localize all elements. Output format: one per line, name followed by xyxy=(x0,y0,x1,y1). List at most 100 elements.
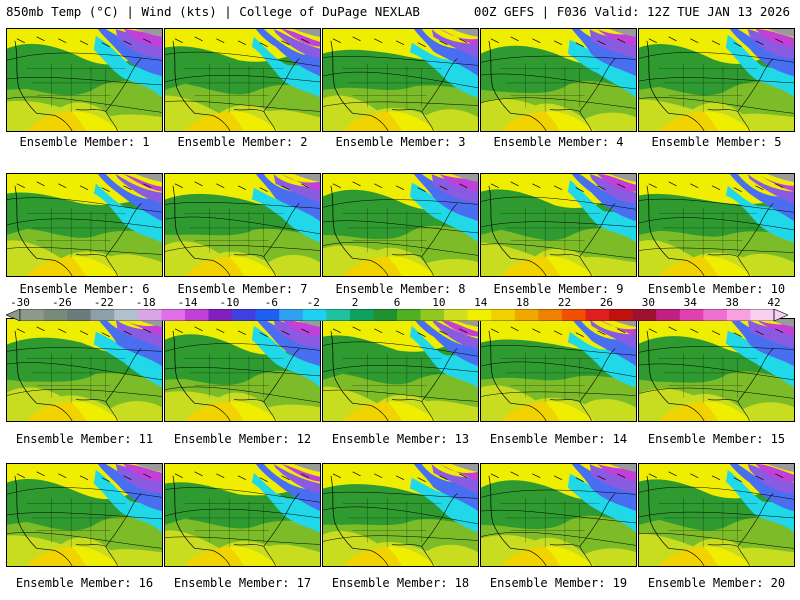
colorbar-tick-label: 26 xyxy=(599,296,614,309)
temperature-map xyxy=(323,319,478,421)
ensemble-member-label: Ensemble Member: 17 xyxy=(173,576,312,590)
ensemble-map-panel xyxy=(164,463,321,567)
colorbar-segment xyxy=(349,309,374,321)
ensemble-member-label: Ensemble Member: 2 xyxy=(177,135,308,149)
colorbar-tick-label: -14 xyxy=(177,296,198,309)
colorbar-tick-label: 38 xyxy=(725,296,739,309)
colorbar-segment xyxy=(585,309,610,321)
colorbar-tick-label: 22 xyxy=(557,296,572,309)
ensemble-map-panel xyxy=(322,318,479,422)
ensemble-member-label: Ensemble Member: 12 xyxy=(173,432,312,446)
temperature-map xyxy=(323,464,478,566)
colorbar-labels: -30 -26 -22 -18 -14 -10 -6 -2 2 6 10 14 18 22 26 30 34 38… xyxy=(6,296,788,309)
colorbar-tick-label: 2 xyxy=(351,296,359,309)
ensemble-map-panel xyxy=(480,463,637,567)
colorbar-segment xyxy=(656,309,681,321)
ensemble-member-label: Ensemble Member: 9 xyxy=(493,282,624,296)
temperature-map xyxy=(639,464,794,566)
ensemble-member-label: Ensemble Member: 14 xyxy=(489,432,628,446)
colorbar-tick-label: 10 xyxy=(432,296,446,309)
colorbar-segment xyxy=(326,309,351,321)
colorbar-tick-label: 18 xyxy=(516,296,530,309)
colorbar-segment xyxy=(444,309,468,321)
colorbar-tick-label: 14 xyxy=(474,296,488,309)
temperature-map xyxy=(7,29,162,131)
ensemble-map-panel xyxy=(480,318,637,422)
temperature-map xyxy=(165,174,320,276)
temperature-map xyxy=(165,319,320,421)
ensemble-map-panel xyxy=(638,318,795,422)
colorbar-tick-label: -18 xyxy=(135,296,156,309)
temperature-map xyxy=(7,464,162,566)
colorbar-segment xyxy=(161,309,186,321)
temperature-map xyxy=(639,29,794,131)
header-title: 850mb Temp (°C) | Wind (kts) | College o… xyxy=(6,4,420,19)
colorbar-segment xyxy=(491,309,516,321)
ensemble-member-label: Ensemble Member: 16 xyxy=(15,576,154,590)
temperature-map xyxy=(7,174,162,276)
colorbar-segment xyxy=(255,309,280,321)
ensemble-map-panel xyxy=(6,173,163,277)
temperature-map xyxy=(323,174,478,276)
ensemble-member-label: Ensemble Member: 19 xyxy=(489,576,628,590)
ensemble-member-label: Ensemble Member: 4 xyxy=(493,135,624,149)
colorbar-tick-label: -6 xyxy=(264,296,278,309)
temperature-map xyxy=(165,464,320,566)
colorbar-segment xyxy=(208,309,233,321)
ensemble-map-panel xyxy=(322,463,479,567)
colorbar-segment xyxy=(538,309,563,321)
ensemble-member-label: Ensemble Member: 5 xyxy=(651,135,782,149)
colorbar-segment xyxy=(43,309,68,321)
colorbar-segment xyxy=(184,309,209,321)
colorbar-tick-label: 42 xyxy=(767,296,781,309)
colorbar-segment xyxy=(679,309,704,321)
colorbar-tick-label: 6 xyxy=(393,296,401,309)
colorbar-segment xyxy=(632,309,657,321)
colorbar-segment xyxy=(67,309,91,321)
colorbar-segment xyxy=(232,309,256,321)
colorbar-segment xyxy=(90,309,115,321)
ensemble-map-panel xyxy=(6,463,163,567)
temperature-map xyxy=(7,319,162,421)
colorbar-segment xyxy=(420,309,445,321)
ensemble-member-label: Ensemble Member: 1 xyxy=(19,135,150,149)
colorbar-right-arrow xyxy=(773,309,788,321)
ensemble-map-panel xyxy=(638,28,795,132)
temperature-map xyxy=(481,174,636,276)
ensemble-member-label: Ensemble Member: 3 xyxy=(335,135,466,149)
ensemble-map-panel xyxy=(322,173,479,277)
colorbar-tick-label: -26 xyxy=(51,296,72,309)
ensemble-member-label: Ensemble Member: 20 xyxy=(647,576,786,590)
temperature-colorbar xyxy=(6,309,788,321)
temperature-map xyxy=(481,319,636,421)
colorbar-segment xyxy=(137,309,162,321)
ensemble-member-label: Ensemble Member: 13 xyxy=(331,432,470,446)
colorbar-tick-label: -22 xyxy=(93,296,114,309)
colorbar-left-arrow xyxy=(6,309,21,321)
ensemble-map-panel xyxy=(480,173,637,277)
ensemble-member-label: Ensemble Member: 8 xyxy=(335,282,466,296)
temperature-map xyxy=(481,29,636,131)
ensemble-member-label: Ensemble Member: 6 xyxy=(19,282,150,296)
ensemble-map-panel xyxy=(6,28,163,132)
temperature-map xyxy=(639,174,794,276)
ensemble-member-label: Ensemble Member: 7 xyxy=(177,282,308,296)
colorbar-tick-label: -2 xyxy=(306,296,320,309)
ensemble-member-label: Ensemble Member: 11 xyxy=(15,432,154,446)
colorbar-segment xyxy=(609,309,633,321)
colorbar-tick-label: -30 xyxy=(10,296,30,309)
header-valid-time: 00Z GEFS | F036 Valid: 12Z TUE JAN 13 20… xyxy=(473,4,790,19)
colorbar-tick-label: -10 xyxy=(219,296,240,309)
ensemble-map-panel xyxy=(480,28,637,132)
temperature-map xyxy=(481,464,636,566)
temperature-map xyxy=(165,29,320,131)
colorbar-segment xyxy=(279,309,304,321)
ensemble-map-panel xyxy=(638,463,795,567)
colorbar-segment xyxy=(467,309,492,321)
ensemble-map-panel xyxy=(164,173,321,277)
colorbar-segment xyxy=(373,309,398,321)
colorbar-segment xyxy=(561,309,586,321)
temperature-map xyxy=(323,29,478,131)
colorbar-segment xyxy=(726,309,751,321)
colorbar-segment xyxy=(703,309,728,321)
